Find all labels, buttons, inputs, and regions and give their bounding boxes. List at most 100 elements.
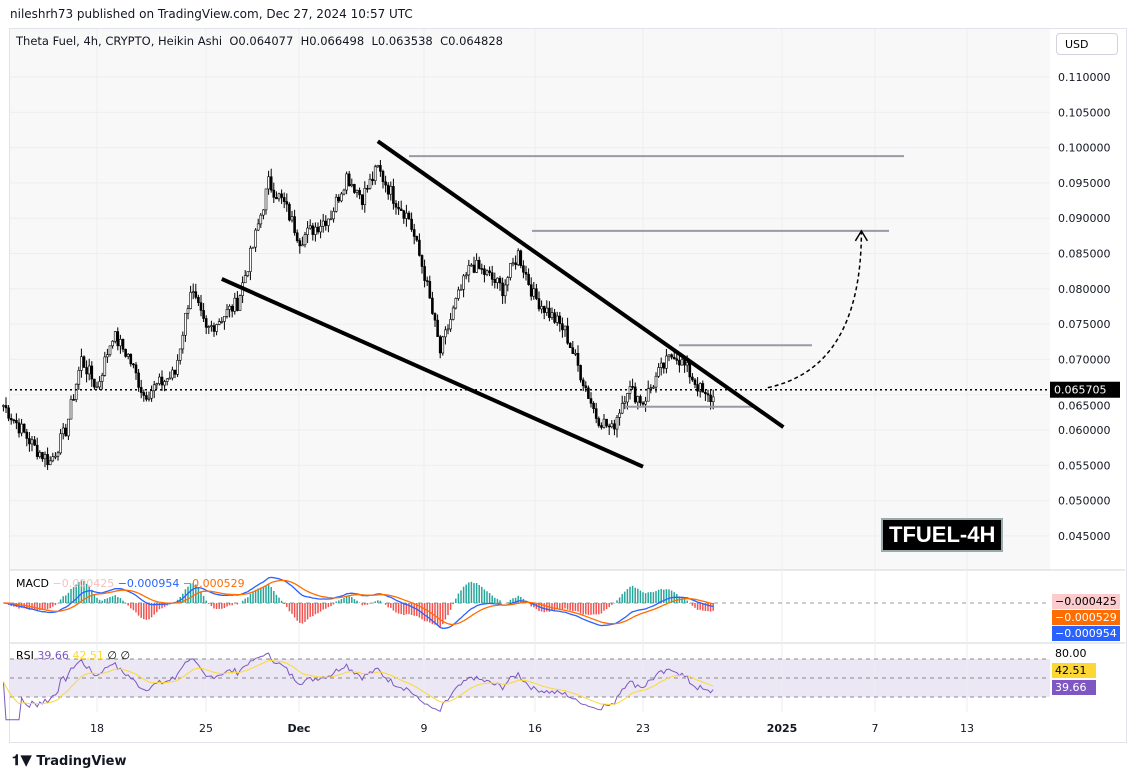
candle-body <box>607 425 611 428</box>
candle-body <box>644 400 647 405</box>
candle-body <box>275 197 278 200</box>
candle-body <box>433 313 437 321</box>
candle-body <box>35 444 39 457</box>
candle-body <box>685 362 689 366</box>
macd-signal-line <box>3 579 714 626</box>
candle-body <box>657 367 660 377</box>
candle-body <box>61 427 65 435</box>
candle-body <box>665 355 668 369</box>
x-tick-label: 13 <box>960 722 974 735</box>
candle-body <box>488 270 491 273</box>
symbol-name: Theta Fuel, 4h, CRYPTO, Heikin Ashi <box>16 34 223 48</box>
symbol-badge: TFUEL-4H <box>881 518 1004 552</box>
macd-legend: MACD −0.000425 −0.000954 −0.000529 <box>16 577 245 590</box>
candle-body <box>654 375 658 388</box>
candle-body <box>384 181 387 186</box>
candle-body <box>314 226 317 235</box>
candle-body <box>210 325 213 327</box>
candle-body <box>54 455 57 458</box>
candle-body <box>251 246 255 249</box>
projection-arrow <box>767 230 863 389</box>
rsi-legend: RSI 39.66 42.51 ∅ ∅ <box>16 649 130 662</box>
candle-body <box>418 239 421 256</box>
candle-body <box>184 312 187 336</box>
candle-body <box>496 277 499 283</box>
candle-body <box>77 370 81 385</box>
candle-body <box>277 193 281 200</box>
candle-body <box>509 263 512 278</box>
y-tick-label: 0.065000 <box>1058 400 1111 413</box>
price-pane <box>10 29 1050 570</box>
candle-body <box>514 262 517 266</box>
candle-body <box>605 418 608 427</box>
candle-body <box>249 247 252 272</box>
ohlc-close: C0.064828 <box>440 34 503 48</box>
candle-body <box>594 408 598 419</box>
candle-body <box>431 297 434 314</box>
candle-body <box>639 396 642 404</box>
candle-body <box>618 412 621 418</box>
candle-body <box>392 186 395 204</box>
candle-body <box>410 218 413 230</box>
candle-body <box>17 422 21 434</box>
candle-body <box>4 405 8 409</box>
candle-body <box>550 312 554 318</box>
x-tick-label: 25 <box>199 722 213 735</box>
candle-body <box>324 220 328 226</box>
candle-body <box>220 321 224 323</box>
candle-body <box>355 190 359 193</box>
candle-body <box>41 452 44 460</box>
candle-body <box>438 336 442 354</box>
candle-body <box>623 401 627 404</box>
candle-body <box>316 226 320 233</box>
candle-body <box>189 292 192 309</box>
candle-body <box>82 356 86 368</box>
candle-body <box>662 362 666 369</box>
candle-body <box>290 216 294 221</box>
candle-body <box>459 288 463 291</box>
candle-body <box>449 319 452 330</box>
candle-body <box>576 352 580 366</box>
candle-body <box>381 171 385 183</box>
candle-body <box>670 354 673 358</box>
candle-body <box>548 307 551 318</box>
ohlc-low: L0.063538 <box>371 34 433 48</box>
candle-body <box>701 383 705 393</box>
y-tick-label: 0.105000 <box>1058 106 1111 119</box>
arrowhead-icon <box>854 229 869 242</box>
candle-body <box>100 375 104 382</box>
y-tick-label: 0.110000 <box>1058 71 1111 84</box>
candle-body <box>67 418 70 437</box>
candle-body <box>228 305 231 310</box>
tradingview-logo[interactable]: 𝟏▼ TradingView <box>12 751 127 769</box>
candle-body <box>87 365 91 375</box>
candle-body <box>332 211 335 220</box>
candle-body <box>204 318 208 328</box>
candle-body <box>121 339 125 350</box>
candle-body <box>95 386 99 389</box>
candle-body <box>25 431 29 439</box>
candle-body <box>646 388 650 402</box>
candle-body <box>532 288 536 297</box>
macd-value: −0.000954 <box>117 577 180 590</box>
candle-body <box>571 347 575 354</box>
candle-body <box>327 218 330 226</box>
candle-body <box>15 419 18 424</box>
candle-body <box>579 365 582 381</box>
candle-body <box>553 312 556 323</box>
candle-body <box>269 176 273 191</box>
x-tick-label: 16 <box>528 722 542 735</box>
candle-body <box>230 305 234 312</box>
candle-body <box>259 214 263 225</box>
candle-body <box>490 272 494 280</box>
currency-button[interactable]: USD <box>1056 33 1118 55</box>
candle-body <box>636 396 640 403</box>
candle-body <box>524 271 528 275</box>
candle-body <box>212 325 216 332</box>
candle-body <box>444 329 447 338</box>
candle-body <box>688 362 692 378</box>
candle-body <box>152 384 156 392</box>
candle-body <box>202 310 205 319</box>
candle-body <box>329 218 333 221</box>
